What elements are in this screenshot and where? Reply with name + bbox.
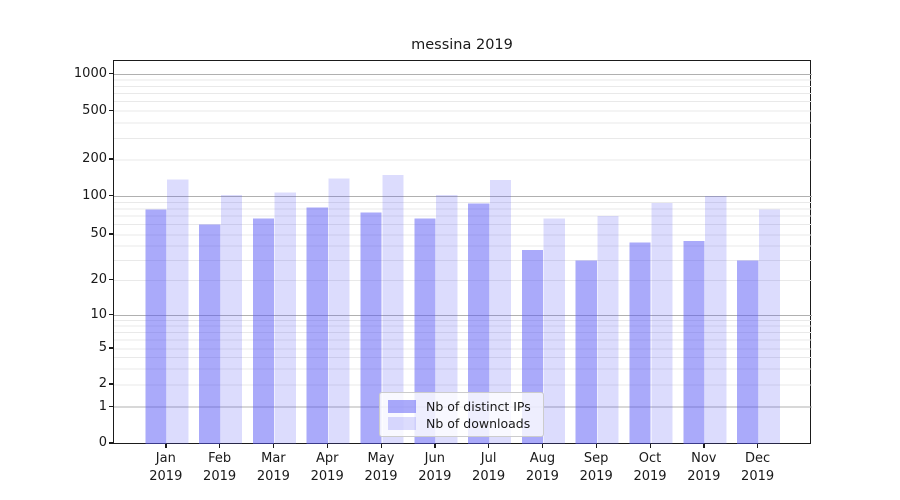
legend-swatch-distinct-ips <box>388 399 416 413</box>
x-tick-label: Jan 2019 <box>149 451 183 484</box>
x-tick-label: Jun 2019 <box>418 451 452 484</box>
bar-jul-distinct-ips <box>468 203 490 444</box>
bar-apr-distinct-ips <box>306 207 328 444</box>
x-tick-mark <box>757 444 759 448</box>
x-tick-label: May 2019 <box>364 451 398 484</box>
x-tick-mark <box>488 444 490 448</box>
x-tick-label: Oct 2019 <box>633 451 667 484</box>
y-tick-label: 20 <box>90 272 107 287</box>
y-tick-label: 1000 <box>73 66 107 81</box>
bar-nov-downloads <box>705 195 727 444</box>
bar-oct-distinct-ips <box>629 242 651 444</box>
legend-label-distinct-ips: Nb of distinct IPs <box>426 398 531 414</box>
chart-title: messina 2019 <box>411 37 513 53</box>
y-tick-mark <box>109 279 113 281</box>
x-tick-mark <box>541 444 544 448</box>
plot-area <box>113 60 812 445</box>
y-tick-label: 2 <box>98 376 107 392</box>
x-tick-label: Apr 2019 <box>310 451 344 484</box>
y-tick-label: 5 <box>98 340 107 356</box>
y-tick-mark <box>109 233 113 235</box>
bar-feb-distinct-ips <box>199 224 221 444</box>
bar-may-downloads <box>382 175 404 445</box>
bar-dec-downloads <box>758 209 781 444</box>
legend-item-downloads: Nb of downloads <box>388 415 535 431</box>
y-tick-mark <box>109 158 113 160</box>
bar-feb-downloads <box>220 194 243 444</box>
bar-jul-downloads <box>489 179 512 445</box>
x-tick-label: Feb 2019 <box>203 451 237 484</box>
bar-jun-distinct-ips <box>414 218 436 444</box>
x-tick-mark <box>380 444 382 448</box>
bar-nov-distinct-ips <box>683 241 705 444</box>
y-tick-mark <box>109 405 113 407</box>
y-tick-mark <box>109 73 113 75</box>
y-tick-label: 10 <box>90 307 107 322</box>
y-tick-label: 100 <box>82 188 107 203</box>
x-tick-mark <box>649 444 651 448</box>
bar-sep-downloads <box>597 216 619 444</box>
y-tick-label: 1 <box>98 398 107 414</box>
y-tick-mark <box>109 442 113 444</box>
legend: Nb of distinct IPs Nb of downloads <box>379 392 544 437</box>
y-tick-mark <box>109 383 113 385</box>
y-tick-label: 0 <box>98 435 107 451</box>
x-tick-mark <box>326 444 328 448</box>
y-tick-label: 200 <box>82 151 107 167</box>
bar-apr-downloads <box>328 178 350 444</box>
y-tick-label: 50 <box>90 226 107 242</box>
y-tick-mark <box>109 195 113 197</box>
bar-mar-distinct-ips <box>252 218 275 444</box>
legend-swatch-downloads <box>388 416 416 430</box>
x-tick-mark <box>219 444 221 448</box>
bar-sep-distinct-ips <box>575 260 597 444</box>
y-tick-mark <box>109 109 113 111</box>
bar-jan-downloads <box>167 179 189 444</box>
x-tick-mark <box>434 444 436 448</box>
x-tick-mark <box>703 444 705 448</box>
plot-canvas <box>114 74 812 445</box>
x-tick-label: Mar 2019 <box>256 451 290 484</box>
x-tick-label: Nov 2019 <box>687 451 721 484</box>
y-tick-mark <box>109 314 113 316</box>
y-tick-mark <box>109 347 113 349</box>
bar-jan-distinct-ips <box>145 209 167 444</box>
x-tick-mark <box>272 444 275 448</box>
bar-dec-distinct-ips <box>737 260 759 444</box>
legend-label-downloads: Nb of downloads <box>426 415 531 431</box>
bar-jun-downloads <box>436 194 458 444</box>
y-tick-label: 500 <box>82 102 107 118</box>
x-tick-mark <box>165 444 167 448</box>
bar-may-distinct-ips <box>360 212 382 444</box>
x-tick-mark <box>595 444 597 448</box>
bar-oct-downloads <box>651 202 673 444</box>
x-tick-label: Sep 2019 <box>579 451 613 484</box>
bar-mar-downloads <box>274 192 296 444</box>
x-tick-label: Dec 2019 <box>741 451 775 484</box>
x-tick-label: Aug 2019 <box>525 451 559 484</box>
x-tick-label: Jul 2019 <box>472 451 506 484</box>
legend-item-distinct-ips: Nb of distinct IPs <box>388 398 535 414</box>
bar-aug-downloads <box>543 218 565 444</box>
